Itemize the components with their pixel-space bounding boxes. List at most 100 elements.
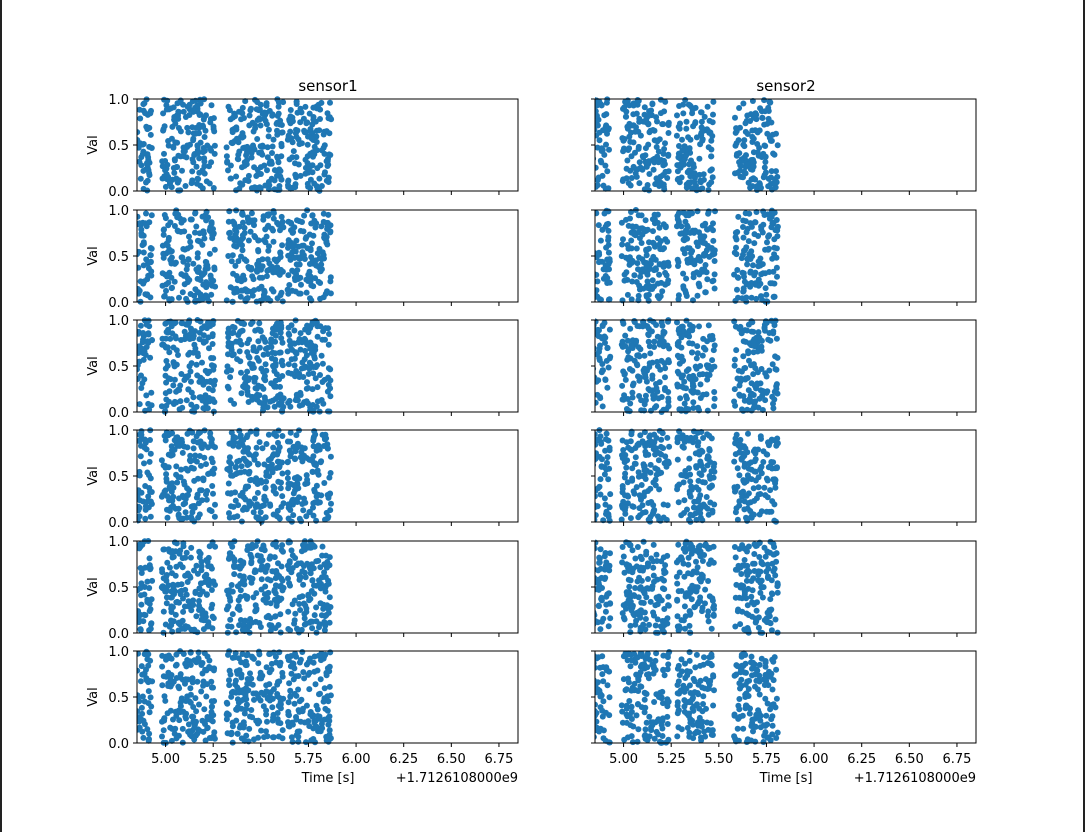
data-point: [147, 625, 154, 632]
data-point: [683, 293, 690, 299]
data-point: [189, 679, 196, 686]
data-point: [286, 282, 293, 288]
data-point: [274, 187, 281, 193]
data-point: [622, 376, 629, 383]
data-point: [201, 170, 208, 177]
data-point: [688, 483, 695, 490]
data-point: [773, 217, 780, 223]
data-point: [604, 345, 611, 352]
x-tick-label: 5.75: [294, 752, 323, 767]
data-point: [700, 335, 707, 342]
data-point: [310, 437, 317, 444]
data-points: [137, 207, 334, 305]
data-point: [229, 114, 236, 121]
data-point: [141, 698, 148, 705]
data-point: [619, 396, 626, 403]
data-point: [268, 160, 275, 167]
data-point: [242, 373, 249, 380]
data-point: [759, 115, 766, 121]
data-point: [289, 287, 296, 294]
data-point: [194, 102, 201, 109]
data-point: [147, 606, 154, 613]
data-point: [159, 682, 166, 689]
data-point: [146, 555, 153, 562]
data-point: [650, 395, 657, 402]
data-point: [707, 224, 714, 231]
data-point: [299, 649, 306, 655]
data-point: [250, 364, 257, 371]
data-point: [223, 699, 230, 706]
data-point: [658, 394, 665, 400]
data-point: [740, 224, 746, 230]
data-point: [301, 364, 308, 371]
data-point: [257, 697, 264, 704]
data-point: [689, 248, 696, 254]
data-point: [322, 336, 328, 343]
data-point: [208, 678, 215, 685]
data-point: [773, 366, 780, 373]
data-point: [696, 283, 703, 290]
data-point: [162, 437, 169, 444]
data-point: [663, 516, 670, 523]
data-point: [704, 505, 711, 512]
data-point: [633, 484, 640, 491]
data-point: [137, 376, 141, 382]
data-point: [588, 399, 594, 405]
data-point: [278, 359, 285, 366]
data-point: [643, 246, 650, 253]
data-point: [264, 167, 270, 174]
data-point: [203, 217, 210, 224]
data-point: [588, 276, 594, 282]
data-point: [256, 439, 263, 446]
data-point: [704, 103, 711, 110]
data-point: [587, 229, 593, 235]
data-point: [263, 478, 270, 485]
data-point: [191, 567, 197, 574]
data-point: [749, 183, 756, 190]
data-point: [245, 445, 251, 452]
data-point: [639, 502, 646, 509]
data-point: [676, 406, 683, 413]
data-point: [645, 331, 652, 338]
data-point: [323, 238, 330, 245]
data-point: [287, 429, 294, 436]
data-point: [309, 240, 315, 247]
data-point: [315, 442, 322, 449]
data-point: [324, 445, 331, 452]
data-point: [159, 270, 166, 277]
data-point: [145, 265, 152, 272]
data-point: [587, 456, 593, 462]
data-point: [286, 558, 293, 565]
data-point: [325, 211, 332, 218]
data-point: [209, 613, 216, 620]
data-point: [697, 510, 704, 517]
data-point: [243, 258, 250, 264]
data-point: [665, 403, 672, 410]
data-point: [307, 565, 314, 572]
data-point: [599, 456, 605, 463]
data-point: [292, 171, 299, 178]
data-point: [653, 144, 660, 150]
data-point: [750, 361, 757, 368]
data-point: [325, 174, 332, 181]
data-point: [755, 404, 762, 411]
data-point: [205, 444, 212, 451]
data-point: [741, 278, 748, 285]
data-point: [229, 654, 236, 661]
data-point: [212, 543, 219, 550]
data-point: [311, 612, 318, 619]
data-point: [596, 345, 603, 352]
data-point: [185, 373, 192, 379]
data-point: [251, 378, 258, 385]
data-point: [246, 725, 253, 732]
data-point: [741, 168, 748, 175]
data-point: [178, 466, 185, 473]
data-point: [310, 659, 317, 666]
data-point: [322, 651, 329, 658]
data-point: [244, 214, 251, 221]
data-point: [266, 473, 273, 480]
data-point: [238, 674, 245, 681]
data-point: [280, 548, 286, 555]
data-point: [148, 272, 155, 279]
data-point: [595, 503, 600, 510]
